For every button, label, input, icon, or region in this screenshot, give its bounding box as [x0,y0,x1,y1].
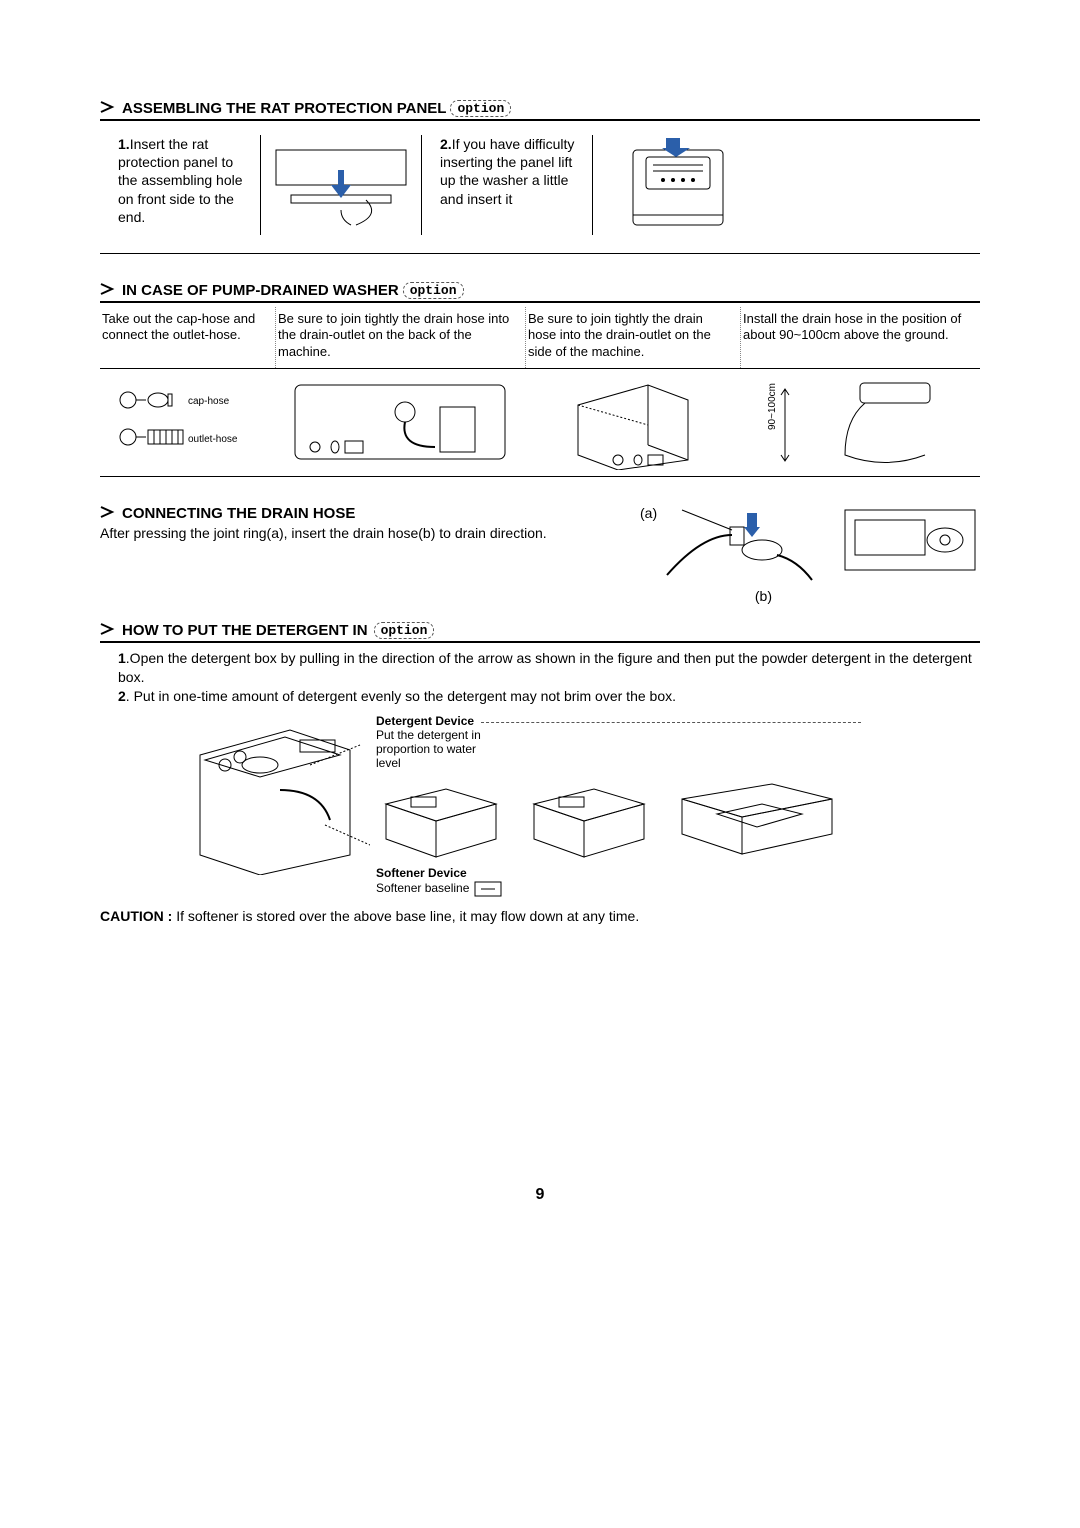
washer-top-icon [180,715,370,875]
section-title-pump: IN CASE OF PUMP-DRAINED WASHER option [100,282,980,303]
step2-text: If you have difficulty inserting the pan… [440,136,574,207]
label-a: (a) [640,505,657,521]
height-label: 90~100cm [767,383,778,430]
caution-label: CAUTION : [100,908,172,924]
sec1-step1-text: 1.Insert the rat protection panel to the… [100,135,260,235]
sec2-text-row: Take out the cap-hose and connect the ou… [100,307,980,369]
drain-height-icon: 90~100cm [765,375,945,470]
option-tag: option [403,282,464,299]
detergent-box-icon [376,779,506,859]
softener-baseline-icon [473,880,503,898]
manual-page: ASSEMBLING THE RAT PROTECTION PANEL opti… [100,100,980,924]
section-drain-hose: CONNECTING THE DRAIN HOSE After pressing… [100,505,980,600]
section-title-text: HOW TO PUT THE DETERGENT IN [122,622,368,639]
item2-num: 2 [118,688,126,704]
chevron-icon [100,282,116,299]
drain-box-icon [840,505,980,575]
softener-device-title: Softener Device [376,866,467,880]
sec1-body: 1.Insert the rat protection panel to the… [100,135,980,254]
sec2-img4: 90~100cm [740,369,970,476]
sec2-img1: cap-hose outlet-hose [100,369,275,476]
step1-num: 1. [118,136,130,152]
drain-back-icon [290,377,510,467]
item2-text: . Put in one-time amount of detergent ev… [126,688,676,704]
softener-device-text: Softener baseline [376,882,469,896]
dash-line [481,722,861,723]
item1-num: 1 [118,650,126,666]
section-title-text: IN CASE OF PUMP-DRAINED WASHER [122,282,399,299]
sec1-step2-text: 2.If you have difficulty inserting the p… [422,135,592,235]
chevron-icon [100,622,116,639]
outlet-hose-label: outlet-hose [188,434,238,445]
sec2-col2: Be sure to join tightly the drain hose i… [275,307,525,368]
list-item-1: 1.Open the detergent box by pulling in t… [118,649,980,687]
detergent-device-title: Detergent Device [376,714,474,728]
sec2-col4: Install the drain hose in the position o… [740,307,970,368]
detergent-device-text: Put the detergent in proportion to water… [376,729,486,770]
washer-lift-icon [618,135,738,235]
section-pump-drained: IN CASE OF PUMP-DRAINED WASHER option Ta… [100,282,980,477]
step2-num: 2. [440,136,452,152]
drain-side-icon [558,375,708,470]
section-title-text: CONNECTING THE DRAIN HOSE [122,505,355,522]
chevron-icon [100,100,116,117]
sec2-img2 [275,369,525,476]
option-tag: option [450,100,511,117]
softener-device-block: Softener Device Softener baseline [376,867,861,899]
caution-text: CAUTION : If softener is stored over the… [100,908,980,924]
cap-hose-label: cap-hose [188,396,230,407]
detergent-device-block: Detergent Device Put the detergent in pr… [376,715,861,770]
chevron-icon [100,505,116,522]
option-tag: option [374,622,435,639]
rat-panel-insert-icon [271,140,411,230]
section-title-drain-hose: CONNECTING THE DRAIN HOSE [100,505,662,522]
sec1-step1-image [261,135,421,235]
sec2-col1: Take out the cap-hose and connect the ou… [100,307,275,368]
sec4-diagram: Detergent Device Put the detergent in pr… [180,715,980,898]
list-item-2: 2. Put in one-time amount of detergent e… [118,687,980,706]
sec2-image-row: cap-hose outlet-hose [100,369,980,477]
sec3-images: (a) (b) [662,505,980,600]
joint-ring-icon [662,505,822,595]
section-title-detergent: HOW TO PUT THE DETERGENT IN option [100,622,980,643]
sec2-col3: Be sure to join tightly the drain hose i… [525,307,740,368]
item1-text: .Open the detergent box by pulling in th… [118,650,972,685]
label-b: (b) [755,588,772,604]
section-detergent: HOW TO PUT THE DETERGENT IN option 1.Ope… [100,622,980,925]
sec2-img3 [525,369,740,476]
step1-text: Insert the rat protection panel to the a… [118,136,243,225]
caution-body: If softener is stored over the above bas… [172,908,639,924]
detergent-drawer-icon [672,779,842,859]
sec3-img-b [840,505,980,580]
detergent-box-images [376,779,861,859]
sec3-img-a: (a) (b) [662,505,822,600]
detergent-box-icon [524,779,654,859]
sec4-list: 1.Open the detergent box by pulling in t… [100,649,980,706]
sec1-step2-image [593,135,763,235]
page-number: 9 [536,1186,545,1204]
sec3-text: After pressing the joint ring(a), insert… [100,524,662,542]
cap-outlet-hose-icon: cap-hose outlet-hose [113,382,263,462]
section-title-rat-panel: ASSEMBLING THE RAT PROTECTION PANEL opti… [100,100,980,121]
section-title-text: ASSEMBLING THE RAT PROTECTION PANEL [122,100,446,117]
